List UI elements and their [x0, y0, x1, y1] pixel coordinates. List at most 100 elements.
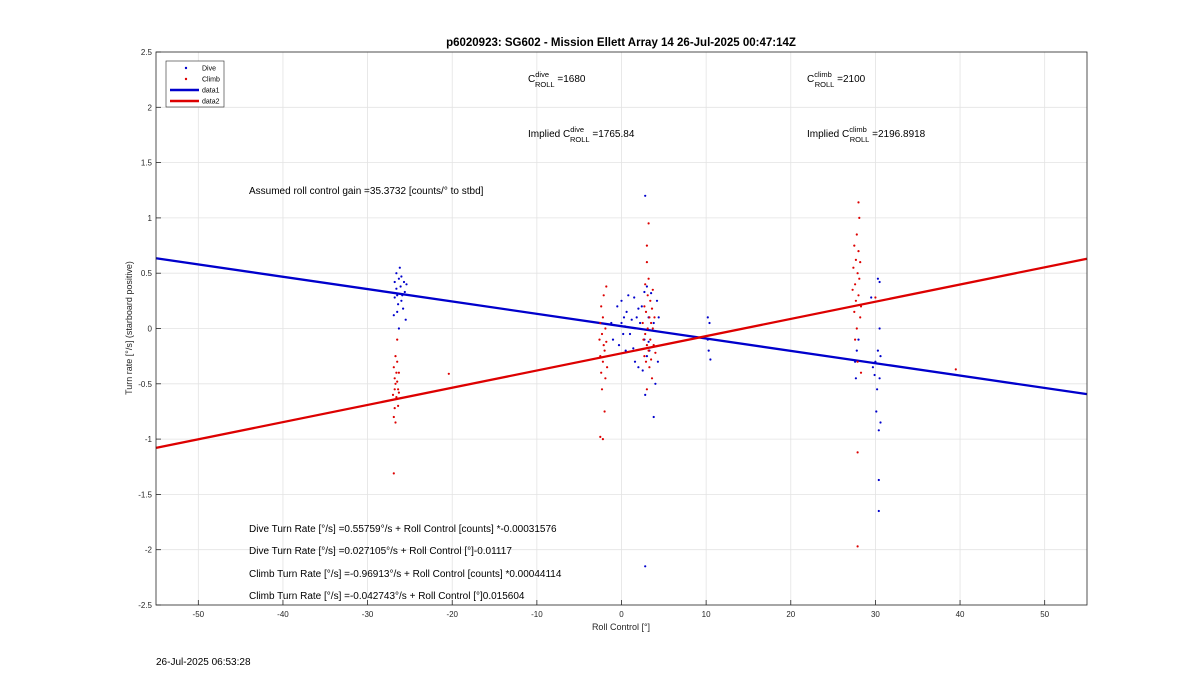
- point-climb: [650, 358, 653, 361]
- y-tick-label: -2.5: [138, 601, 152, 610]
- point-dive: [854, 377, 858, 380]
- point-dive: [877, 478, 880, 482]
- point-climb: [874, 296, 877, 299]
- point-climb: [650, 307, 654, 310]
- point-climb: [643, 355, 646, 358]
- point-climb: [394, 355, 397, 358]
- y-tick-label: 1.5: [141, 159, 153, 168]
- point-climb: [600, 332, 604, 336]
- legend-climb-marker: [184, 77, 188, 81]
- point-dive: [635, 316, 638, 319]
- point-climb: [647, 277, 650, 280]
- point-dive: [644, 194, 647, 197]
- x-axis-label: Roll Control [°]: [592, 622, 650, 632]
- point-climb: [653, 316, 656, 319]
- point-climb: [856, 451, 859, 454]
- point-climb: [392, 472, 395, 475]
- point-dive: [855, 349, 858, 352]
- point-climb: [397, 391, 400, 394]
- point-dive: [854, 360, 857, 363]
- point-dive: [397, 277, 400, 280]
- legend-dive-marker: [184, 66, 188, 70]
- point-dive: [652, 321, 655, 325]
- point-dive: [401, 294, 404, 297]
- point-dive: [637, 366, 640, 369]
- point-dive: [620, 299, 623, 302]
- point-dive: [404, 318, 407, 321]
- point-climb: [642, 338, 645, 341]
- series-climb: [391, 201, 957, 548]
- y-tick-label: 0: [148, 325, 153, 334]
- gain-annotation: Assumed roll control gain =35.3732 [coun…: [249, 186, 484, 197]
- point-dive: [879, 355, 882, 358]
- point-dive: [396, 310, 399, 313]
- point-dive: [397, 327, 400, 330]
- x-tick-label: -30: [362, 610, 374, 619]
- point-climb: [396, 380, 399, 383]
- climb-fit-degrees-annotation: Climb Turn Rate [°/s] =-0.042743°/s + Ro…: [249, 591, 525, 602]
- point-climb: [854, 338, 857, 341]
- point-dive: [706, 338, 709, 341]
- x-tick-label: 40: [956, 610, 965, 619]
- point-dive: [645, 285, 649, 288]
- fit-line-data1: [155, 257, 1088, 396]
- point-climb: [395, 371, 398, 374]
- point-climb: [393, 377, 396, 380]
- point-dive: [393, 280, 396, 284]
- point-dive: [403, 290, 406, 294]
- legend: Dive Climb data1 data2: [165, 60, 225, 108]
- point-climb: [645, 244, 649, 247]
- point-dive: [876, 388, 879, 391]
- point-dive: [627, 294, 630, 297]
- point-climb: [855, 327, 858, 330]
- point-dive: [650, 292, 653, 295]
- point-dive: [622, 332, 625, 336]
- y-tick-label: 2.5: [141, 48, 153, 57]
- point-climb: [954, 368, 957, 371]
- point-dive: [877, 429, 880, 432]
- point-dive: [645, 355, 649, 358]
- series-dive: [392, 194, 882, 568]
- point-climb: [392, 415, 395, 419]
- point-climb: [859, 371, 863, 374]
- c-roll-climb-annotation: Cclimb ROLL =2100: [807, 70, 866, 89]
- point-climb: [648, 316, 651, 319]
- point-climb: [598, 338, 601, 341]
- point-climb: [647, 349, 650, 352]
- point-climb: [856, 272, 859, 275]
- point-dive: [633, 296, 636, 299]
- point-dive: [879, 421, 882, 424]
- point-climb: [856, 360, 859, 363]
- y-tick-label: 0.5: [141, 269, 153, 278]
- point-climb: [599, 355, 602, 358]
- x-tick-label: 10: [702, 610, 711, 619]
- point-climb: [601, 316, 605, 319]
- point-climb: [641, 321, 644, 325]
- point-climb: [645, 388, 649, 391]
- point-dive: [617, 344, 621, 347]
- point-dive: [706, 316, 709, 319]
- point-dive: [640, 305, 643, 308]
- x-tick-label: 30: [871, 610, 880, 619]
- point-dive: [633, 360, 637, 363]
- point-dive: [637, 307, 640, 310]
- point-climb: [646, 327, 649, 330]
- point-climb: [649, 299, 652, 302]
- point-climb: [393, 388, 396, 391]
- point-climb: [644, 283, 647, 286]
- point-climb: [857, 201, 860, 204]
- point-dive: [647, 340, 650, 343]
- point-dive: [654, 382, 657, 385]
- point-climb: [392, 366, 395, 369]
- point-climb: [599, 435, 602, 438]
- point-climb: [650, 377, 654, 380]
- point-climb: [859, 261, 862, 264]
- y-tick-label: -1: [145, 435, 153, 444]
- x-tick-label: -40: [277, 610, 289, 619]
- x-tick-label: 50: [1040, 610, 1049, 619]
- legend-box: [165, 60, 225, 108]
- point-climb: [858, 216, 861, 219]
- point-climb: [397, 371, 400, 374]
- point-climb: [599, 321, 602, 325]
- chart-title: p6020923: SG602 - Mission Ellett Array 1…: [446, 37, 796, 49]
